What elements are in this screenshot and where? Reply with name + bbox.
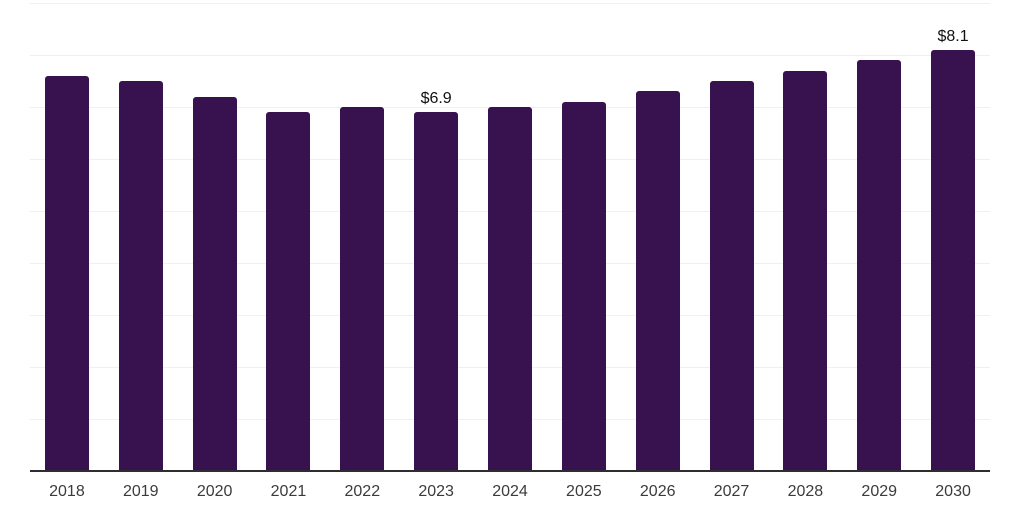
x-tick-label: 2020 <box>196 483 233 500</box>
x-tick-label: 2028 <box>787 483 824 500</box>
x-tick-label: 2025 <box>566 483 602 500</box>
bar-2019 <box>118 81 163 471</box>
x-axis-line <box>30 470 990 472</box>
bar-2018 <box>44 75 89 471</box>
x-tick-label: 2024 <box>492 483 528 500</box>
bar-2026 <box>635 91 680 471</box>
bar-2029 <box>857 60 902 471</box>
x-tick-label: 2021 <box>270 483 307 500</box>
bar-value-label: $8.1 <box>937 27 969 45</box>
x-tick-label: 2026 <box>639 483 676 500</box>
x-tick-label: 2018 <box>49 483 85 500</box>
bar-2025 <box>561 101 606 471</box>
bar-2030 <box>931 49 976 471</box>
bar-2023 <box>414 112 459 471</box>
x-tick-label: 2022 <box>344 483 381 500</box>
x-tick-label: 2027 <box>713 483 750 500</box>
bar-2027 <box>709 81 754 471</box>
gridline <box>30 55 990 56</box>
x-tick-label: 2030 <box>935 483 971 500</box>
gridline <box>30 3 990 4</box>
plot-area: $6.9 $8.1 <box>30 3 990 472</box>
bar-2021 <box>266 112 311 471</box>
x-tick-label: 2019 <box>122 483 159 500</box>
bar-2020 <box>192 96 237 471</box>
x-tick-label: 2023 <box>418 483 454 500</box>
x-axis-labels: 2018 2019 2020 2021 2022 2023 2024 2025 2026 2027… <box>30 482 990 502</box>
x-tick-label: 2029 <box>861 483 898 500</box>
bar-2028 <box>783 70 828 471</box>
bar-2022 <box>340 107 385 471</box>
bar-2024 <box>488 107 532 471</box>
bar-value-label: $6.9 <box>420 90 452 108</box>
